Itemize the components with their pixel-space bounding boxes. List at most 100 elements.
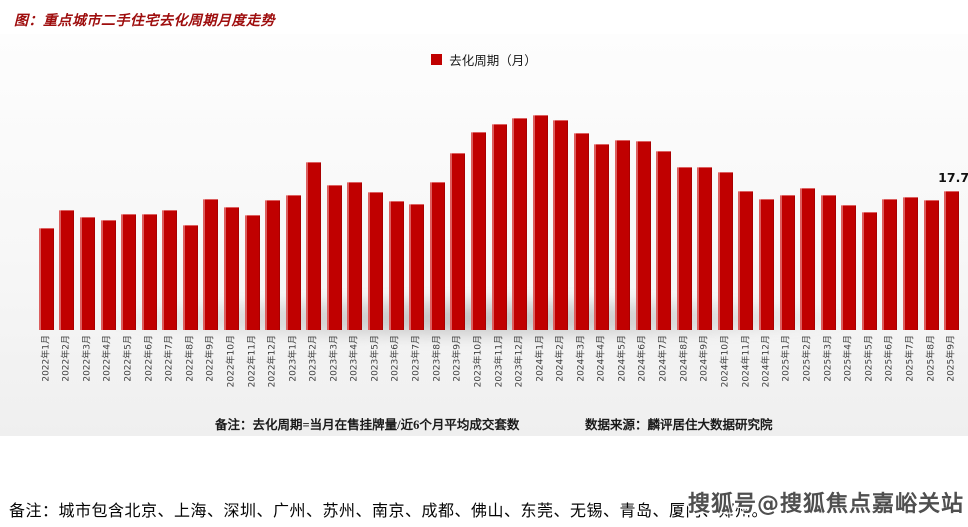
bar-2022年4月	[100, 219, 116, 330]
bar-2023年7月	[409, 204, 425, 330]
x-axis-label: 2023年6月	[391, 335, 402, 382]
x-tick-slot: 2022年6月	[139, 332, 160, 402]
x-tick-slot: 2024年5月	[612, 332, 633, 402]
bar-slot	[365, 75, 386, 330]
x-axis-label: 2023年10月	[473, 335, 484, 388]
bar-2023年12月	[512, 117, 528, 330]
x-tick-slot: 2023年9月	[448, 332, 469, 402]
x-axis-label: 2023年2月	[308, 335, 319, 382]
x-tick-slot: 2022年3月	[77, 332, 98, 402]
bar-slot	[36, 75, 57, 330]
bar-2023年8月	[429, 182, 445, 330]
x-tick-slot: 2025年9月	[941, 332, 962, 402]
bar-slot	[797, 75, 818, 330]
x-tick-slot: 2025年3月	[818, 332, 839, 402]
bar-2024年9月	[697, 167, 713, 330]
bar-2024年2月	[553, 119, 569, 330]
bar-2024年3月	[573, 133, 589, 330]
bar-2023年2月	[306, 162, 322, 330]
bar-slot	[406, 75, 427, 330]
x-axis-label: 2022年8月	[185, 335, 196, 382]
x-axis-label: 2023年12月	[514, 335, 525, 388]
x-axis-label: 2025年1月	[782, 335, 793, 382]
bar-slot	[98, 75, 119, 330]
x-tick-slot: 2023年5月	[365, 332, 386, 402]
bar-2024年10月	[717, 171, 733, 330]
x-axis-label: 2024年11月	[740, 335, 751, 388]
bar-2023年11月	[491, 123, 507, 330]
x-axis-label: 2024年9月	[699, 335, 710, 382]
x-axis-label: 2024年3月	[576, 335, 587, 382]
x-axis-label: 2023年5月	[370, 335, 381, 382]
x-axis-label: 2025年6月	[885, 335, 895, 382]
x-tick-slot: 2024年3月	[571, 332, 592, 402]
bar-slot	[839, 75, 860, 330]
x-tick-slot: 2024年2月	[550, 332, 571, 402]
x-axis-label: 2024年8月	[679, 335, 690, 382]
x-tick-slot: 2024年9月	[695, 332, 716, 402]
bar-2022年12月	[265, 200, 281, 330]
bar-slot	[139, 75, 160, 330]
bar-slot	[159, 75, 180, 330]
x-axis-label: 2025年2月	[802, 335, 813, 382]
x-axis-label: 2022年7月	[164, 335, 175, 382]
x-axis-label: 2022年11月	[247, 335, 258, 388]
bar-2024年11月	[738, 190, 754, 330]
x-axis-label: 2024年2月	[555, 335, 566, 382]
x-axis-label: 2023年11月	[494, 335, 505, 388]
x-axis-label: 2022年9月	[205, 335, 216, 382]
x-tick-slot: 2025年4月	[839, 332, 860, 402]
x-axis-label: 2022年6月	[144, 335, 155, 382]
x-axis-label: 2024年6月	[638, 335, 649, 382]
bar-2025年1月	[779, 194, 795, 330]
x-axis-label: 2023年3月	[329, 335, 340, 382]
bar-slot	[221, 75, 242, 330]
bar-2023年9月	[450, 152, 466, 330]
bar-slot	[756, 75, 777, 330]
bar-slot	[180, 75, 201, 330]
bar-slot	[118, 75, 139, 330]
x-tick-slot: 2023年12月	[509, 332, 530, 402]
bar-2022年5月	[121, 214, 137, 330]
x-axis-label: 2025年3月	[823, 335, 834, 382]
x-tick-slot: 2024年6月	[633, 332, 654, 402]
bar-slot	[448, 75, 469, 330]
bar-slot	[283, 75, 304, 330]
x-tick-slot: 2023年2月	[304, 332, 325, 402]
x-axis-label: 2025年8月	[926, 335, 937, 382]
bar-2022年8月	[182, 225, 198, 330]
x-axis-label: 2024年5月	[617, 335, 628, 382]
bar-slot	[880, 75, 901, 330]
bar-2022年9月	[203, 199, 219, 330]
x-tick-slot: 2025年8月	[921, 332, 942, 402]
bar-slot	[777, 75, 798, 330]
x-axis-label: 2023年8月	[432, 335, 443, 382]
x-axis-label: 2024年7月	[658, 335, 669, 382]
x-tick-slot: 2024年1月	[530, 332, 551, 402]
bar-2024年12月	[759, 199, 775, 330]
bar-slot	[57, 75, 78, 330]
legend-swatch-icon	[431, 54, 443, 65]
page-title: 图：重点城市二手住宅去化周期月度走势	[14, 14, 275, 29]
bar-slot	[304, 75, 325, 330]
x-axis-label: 2022年10月	[226, 335, 237, 388]
bar-slot	[509, 75, 530, 330]
bar-2025年6月	[882, 199, 898, 330]
bar-slot	[427, 75, 448, 330]
bar-2023年10月	[470, 131, 486, 330]
x-axis-label: 2025年4月	[843, 335, 854, 382]
bar-slot	[592, 75, 613, 330]
bar-2024年4月	[594, 144, 610, 330]
x-axis-label: 2023年9月	[452, 335, 463, 382]
x-tick-slot: 2024年7月	[653, 332, 674, 402]
x-tick-slot: 2023年11月	[489, 332, 510, 402]
bar-slot	[633, 75, 654, 330]
bar-2025年2月	[800, 187, 816, 330]
bar-2023年3月	[326, 185, 342, 330]
bar-2023年5月	[368, 192, 384, 330]
chart-area: 去化周期（月） 17.7 2022年1月 2022年2月 2022年3月 2022年4…	[0, 34, 968, 436]
x-tick-slot: 2024年8月	[674, 332, 695, 402]
bar-2023年4月	[347, 182, 363, 330]
bar-2024年8月	[676, 167, 692, 330]
x-axis-label: 2025年9月	[946, 335, 957, 382]
